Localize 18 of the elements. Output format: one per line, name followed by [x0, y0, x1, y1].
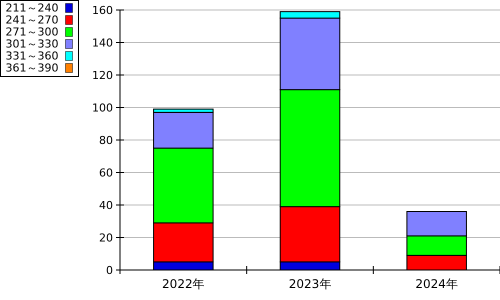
legend-label: 211～240 — [6, 2, 58, 14]
x-tick-label: 2023年 — [288, 277, 332, 291]
legend-label: 361～390 — [6, 62, 58, 74]
y-tick-label: 80 — [99, 134, 113, 147]
y-tick-label: 60 — [99, 166, 113, 180]
y-tick-label: 20 — [99, 231, 113, 244]
y-tick-label: 140 — [92, 36, 113, 50]
y-tick-label: 160 — [92, 4, 113, 17]
x-tick-label: 2024年 — [415, 277, 458, 291]
legend-label: 271～300 — [6, 26, 58, 38]
legend-label: 241～270 — [6, 14, 58, 26]
y-tick-label: 100 — [92, 101, 113, 114]
legend-label: 331～360 — [6, 50, 58, 62]
x-tick-label: 2022年 — [162, 277, 205, 291]
y-tick-label: 40 — [99, 198, 113, 212]
y-tick-label: 120 — [92, 68, 113, 82]
y-tick-label: 0 — [106, 264, 113, 277]
legend-label: 301～330 — [6, 38, 58, 50]
